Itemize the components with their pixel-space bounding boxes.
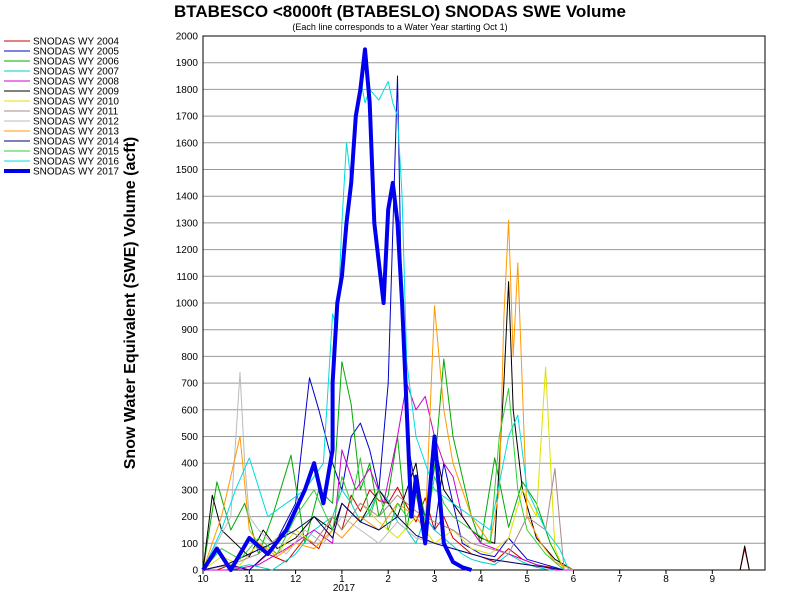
y-tick-label: 1300 (176, 218, 199, 229)
y-tick-label: 1800 (176, 85, 199, 96)
series-line-snodas-wy-2009 (202, 281, 750, 571)
y-axis-label: Snow Water Equivalent (SWE) Volume (acft… (122, 137, 139, 469)
series-line-snodas-wy-2016 (202, 78, 570, 571)
y-tick-label: 200 (181, 512, 198, 523)
x-tick-label: 1 (339, 574, 345, 585)
y-tick-label: 400 (181, 459, 198, 470)
chart-subtitle: (Each line corresponds to a Water Year s… (292, 22, 507, 32)
x-tick-label: 4 (478, 574, 484, 585)
y-tick-label: 600 (181, 405, 198, 416)
series-line-snodas-wy-2015 (202, 387, 565, 571)
y-tick-label: 1400 (176, 192, 199, 203)
y-tick-label: 1000 (176, 299, 199, 310)
x-tick-label: 6 (571, 574, 577, 585)
x-tick-label: 9 (710, 574, 716, 585)
x-tick-label: 3 (432, 574, 438, 585)
x-tick-label: 10 (197, 574, 209, 585)
y-tick-label: 1700 (176, 112, 199, 123)
y-tick-label: 100 (181, 539, 198, 550)
x-tick-label: 5 (524, 574, 530, 585)
series-line-snodas-wy-2008 (203, 382, 574, 571)
series-line-snodas-wy-2013 (202, 219, 574, 571)
series-line-snodas-wy-2017 (201, 47, 473, 572)
legend-label: SNODAS WY 2011 (33, 107, 119, 118)
year-label: 2017 (333, 583, 356, 594)
y-tick-label: 1100 (176, 272, 198, 283)
x-tick-label: 11 (244, 574, 255, 585)
y-tick-label: 2000 (176, 32, 199, 43)
x-tick-label: 12 (290, 574, 302, 585)
legend-label: SNODAS WY 2005 (33, 47, 119, 58)
gridlines (203, 35, 765, 571)
series-line-snodas-wy-2005 (202, 75, 565, 571)
x-tick-label: 2 (385, 574, 391, 585)
legend-label: SNODAS WY 2016 (33, 157, 119, 168)
y-axis-ticks: 0 100 200 300 400 500 600 700 800 900 1000 1100 1200… (176, 32, 199, 577)
y-tick-label: 1200 (176, 245, 199, 256)
legend-label: SNODAS WY 2017 (33, 167, 119, 178)
y-tick-label: 0 (192, 566, 198, 577)
legend-label: SNODAS WY 2015 (33, 147, 119, 158)
legend-label: SNODAS WY 2012 (33, 117, 119, 128)
x-tick-label: 7 (617, 574, 623, 585)
y-tick-label: 1500 (176, 165, 199, 176)
series-line-snodas-wy-2014 (202, 502, 565, 571)
y-tick-label: 1600 (176, 138, 199, 149)
y-tick-label: 900 (181, 325, 198, 336)
y-tick-label: 800 (181, 352, 198, 363)
legend-label: SNODAS WY 2008 (33, 77, 119, 88)
x-tick-label: 8 (663, 574, 669, 585)
y-tick-label: 1900 (176, 58, 199, 69)
x-axis-ticks: 10 11 12 1 2 3 4 5 6 7 8 9 (197, 570, 716, 585)
y-tick-label: 500 (181, 432, 198, 443)
legend-label: SNODAS WY 2010 (33, 97, 119, 108)
series-line-snodas-wy-2006 (202, 358, 565, 571)
legend-label: SNODAS WY 2009 (33, 87, 119, 98)
legend-label: SNODAS WY 2014 (33, 137, 119, 148)
legend-label: SNODAS WY 2004 (33, 37, 119, 48)
plot-area (202, 35, 766, 571)
y-tick-label: 700 (181, 379, 198, 390)
chart-title: BTABESCO <8000ft (BTABESLO) SNODAS SWE V… (174, 2, 626, 21)
legend-label: SNODAS WY 2007 (33, 67, 119, 78)
series-layer (201, 47, 750, 572)
y-tick-label: 300 (181, 485, 198, 496)
legend-label: SNODAS WY 2006 (33, 57, 119, 68)
legend-label: SNODAS WY 2013 (33, 127, 119, 138)
